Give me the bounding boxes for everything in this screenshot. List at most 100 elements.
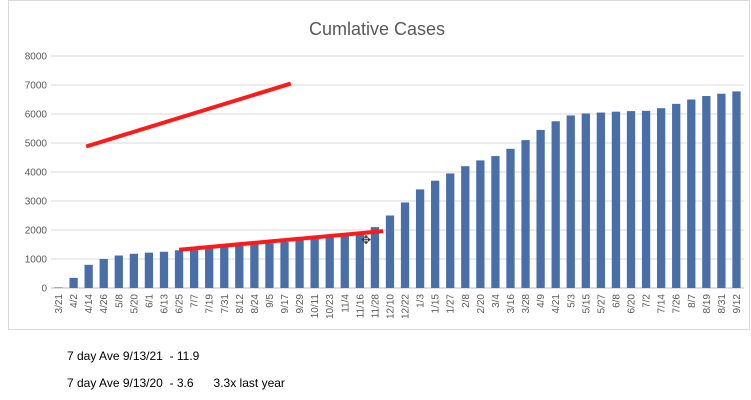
x-tick-label: 5/27 bbox=[596, 294, 607, 314]
y-tick-label: 4000 bbox=[25, 168, 48, 179]
bar bbox=[144, 252, 154, 288]
bar bbox=[189, 248, 199, 288]
x-tick-label: 7/31 bbox=[220, 294, 231, 314]
x-tick-label: 8/7 bbox=[687, 294, 698, 308]
bar bbox=[717, 93, 726, 288]
y-tick-label: 3000 bbox=[25, 197, 48, 208]
x-tick-label: 8/19 bbox=[702, 294, 713, 314]
bar bbox=[521, 140, 530, 288]
bar bbox=[732, 91, 741, 288]
x-tick-label: 8/31 bbox=[717, 294, 728, 314]
bar bbox=[250, 244, 259, 288]
bar bbox=[641, 110, 651, 288]
bar bbox=[672, 103, 681, 288]
x-tick-label: 7/26 bbox=[672, 294, 683, 314]
x-tick-label: 9/5 bbox=[265, 294, 276, 308]
bar bbox=[355, 232, 364, 288]
bar bbox=[702, 96, 711, 289]
bar bbox=[235, 245, 244, 288]
x-tick-label: 9/29 bbox=[295, 294, 306, 314]
bar bbox=[581, 113, 590, 288]
y-tick-label: 6000 bbox=[25, 110, 48, 121]
bar bbox=[596, 112, 606, 288]
bar bbox=[220, 246, 229, 288]
bar bbox=[310, 238, 319, 288]
bar bbox=[400, 202, 410, 288]
bar bbox=[461, 166, 470, 288]
trendline bbox=[178, 229, 384, 252]
y-tick-label: 0 bbox=[41, 284, 47, 295]
chart-title: Cumlative Cases bbox=[309, 19, 445, 39]
x-tick-label: 11/16 bbox=[355, 294, 366, 319]
x-tick-label: 9/17 bbox=[280, 294, 291, 314]
x-tick-label: 4/2 bbox=[69, 294, 80, 308]
x-tick-label: 11/4 bbox=[340, 294, 351, 313]
x-tick-label: 10/23 bbox=[325, 294, 336, 319]
trendlines bbox=[85, 81, 384, 252]
bar bbox=[446, 173, 455, 288]
x-tick-label: 11/28 bbox=[370, 294, 381, 319]
bar bbox=[340, 235, 349, 288]
x-tick-label: 9/12 bbox=[732, 294, 743, 314]
x-tick-label: 4/14 bbox=[84, 294, 95, 314]
x-tick-label: 10/11 bbox=[310, 294, 321, 319]
x-axis-ticks: 3/21 4/2 4/14 4/26 5/8 5/20 6/1 6/13 6/25 7/7 7/19… bbox=[54, 294, 743, 319]
x-tick-label: 3/21 bbox=[54, 294, 65, 314]
x-tick-label: 2/20 bbox=[476, 294, 487, 314]
x-tick-label: 8/12 bbox=[235, 294, 246, 314]
bar bbox=[536, 129, 545, 288]
gridlines bbox=[51, 55, 744, 289]
bar bbox=[84, 264, 93, 288]
y-tick-label: 2000 bbox=[25, 226, 48, 237]
x-tick-label: 12/10 bbox=[385, 294, 396, 319]
x-tick-label: 2/8 bbox=[461, 294, 472, 308]
x-tick-label: 3/4 bbox=[491, 294, 502, 308]
x-tick-label: 3/28 bbox=[521, 294, 532, 314]
bars bbox=[54, 91, 741, 289]
y-tick-label: 8000 bbox=[25, 52, 48, 63]
note-7day-2021: 7 day Ave 9/13/21 - 11.9 bbox=[67, 349, 200, 363]
bar bbox=[551, 121, 560, 288]
bar bbox=[566, 115, 575, 288]
x-tick-label: 7/7 bbox=[190, 294, 201, 308]
x-tick-label: 3/16 bbox=[506, 294, 517, 314]
note-7day-2020: 7 day Ave 9/13/20 - 3.6 3.3x last year bbox=[67, 376, 285, 390]
bar bbox=[506, 148, 515, 288]
x-tick-label: 5/15 bbox=[581, 294, 592, 314]
trendline bbox=[85, 81, 292, 149]
x-tick-label: 8/24 bbox=[250, 294, 261, 314]
bar bbox=[611, 111, 621, 289]
bar bbox=[295, 240, 304, 288]
bar bbox=[54, 287, 63, 288]
bar bbox=[491, 156, 500, 288]
bar bbox=[129, 253, 139, 288]
x-tick-label: 4/26 bbox=[99, 294, 110, 314]
y-tick-label: 7000 bbox=[25, 81, 48, 92]
x-tick-label: 6/13 bbox=[159, 294, 170, 314]
y-tick-label: 5000 bbox=[25, 139, 48, 150]
x-tick-label: 6/1 bbox=[144, 294, 155, 308]
cumulative-cases-chart: Cumlative Cases 0 1000 2000 3000 4000 5000 600… bbox=[25, 19, 744, 319]
bar bbox=[205, 247, 214, 288]
bar bbox=[687, 99, 696, 288]
x-tick-label: 7/2 bbox=[642, 294, 653, 308]
bar bbox=[325, 236, 334, 288]
bar bbox=[265, 243, 274, 288]
x-tick-label: 6/8 bbox=[611, 294, 622, 308]
bar bbox=[656, 108, 666, 288]
bar bbox=[385, 215, 395, 288]
bar bbox=[159, 251, 169, 288]
x-tick-label: 12/22 bbox=[401, 294, 412, 319]
bar bbox=[99, 259, 108, 288]
bar bbox=[415, 189, 425, 288]
mouse-cursor-icon: ✥ bbox=[361, 233, 372, 247]
chart-frame: Cumlative Cases 0 1000 2000 3000 4000 5000 600… bbox=[8, 0, 750, 330]
bar bbox=[431, 180, 440, 288]
x-tick-label: 6/25 bbox=[175, 294, 186, 314]
x-tick-label: 7/19 bbox=[205, 294, 216, 314]
bar bbox=[114, 255, 123, 288]
bar bbox=[476, 160, 485, 288]
bar bbox=[370, 227, 380, 288]
x-tick-label: 1/27 bbox=[446, 294, 457, 314]
y-axis-ticks: 0 1000 2000 3000 4000 5000 6000 7000 8000 bbox=[25, 52, 48, 295]
